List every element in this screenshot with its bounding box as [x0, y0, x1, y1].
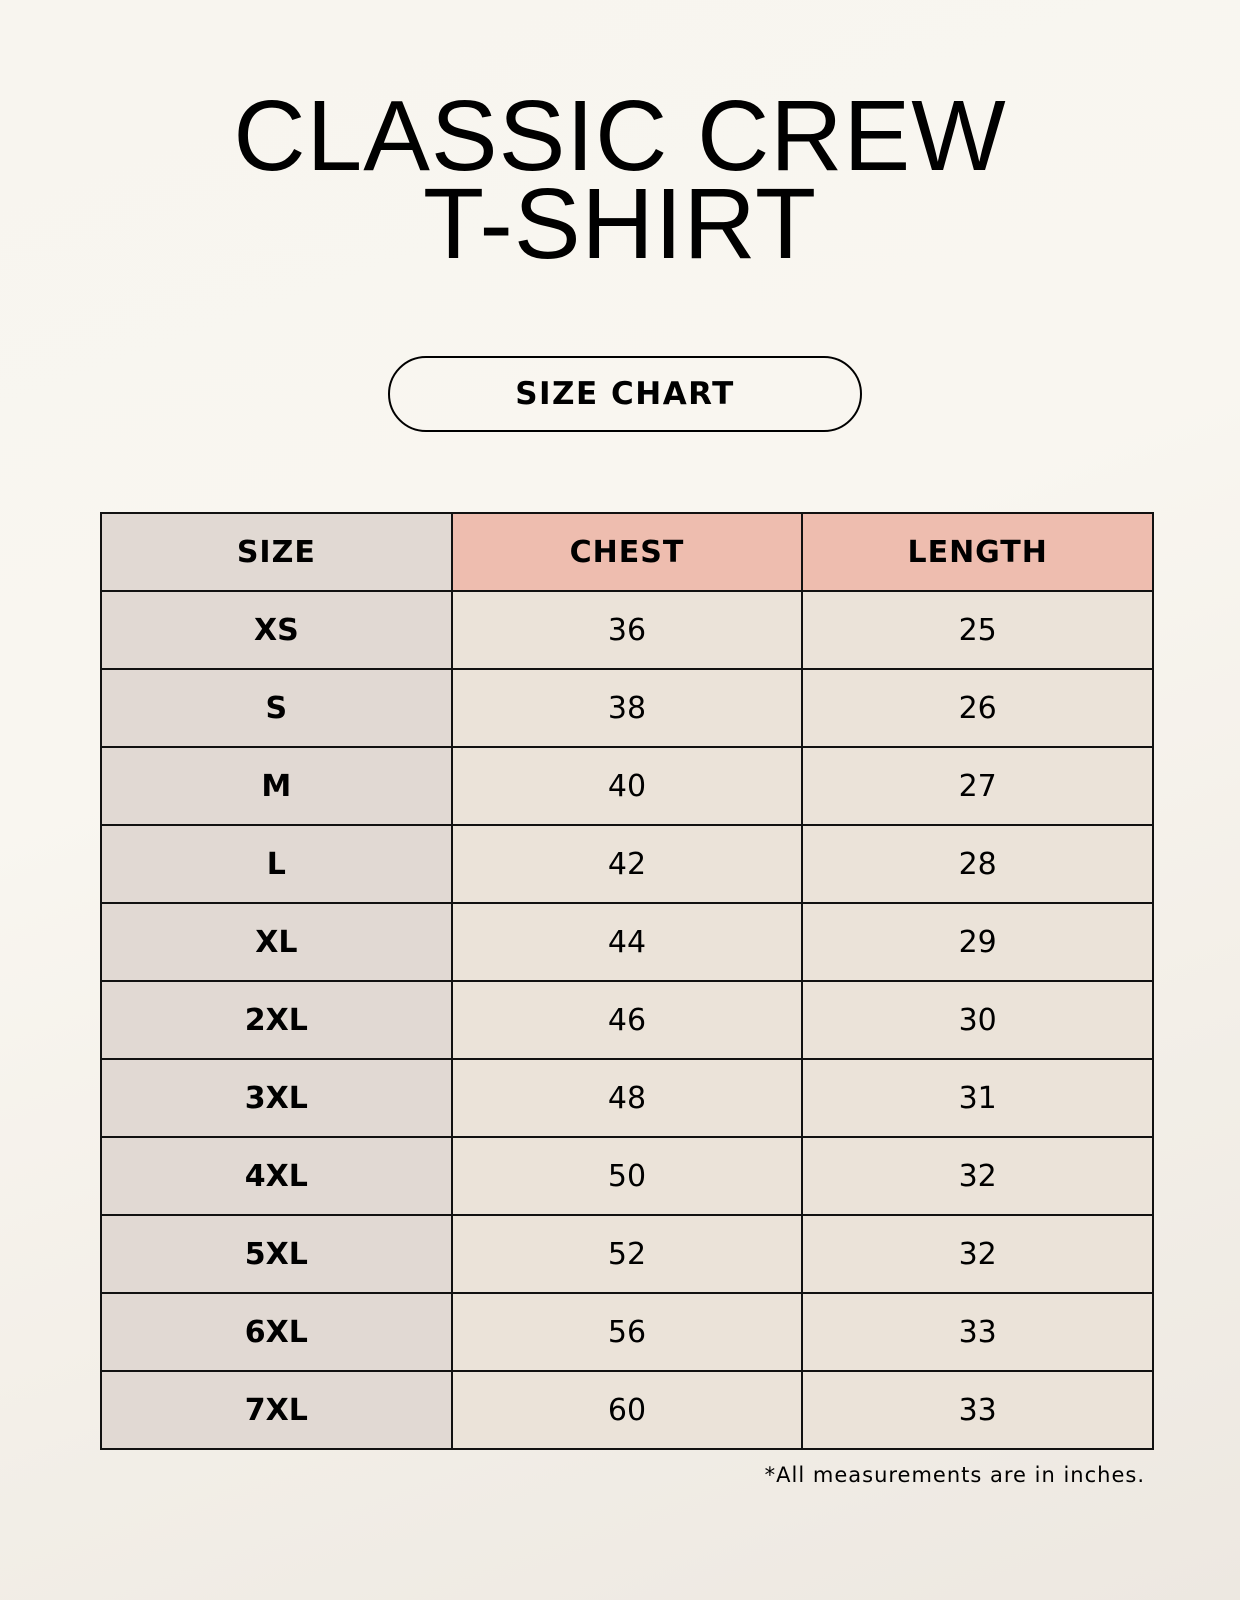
cell-size: M: [100, 746, 453, 826]
cell-length: 32: [801, 1136, 1154, 1216]
cell-size: 7XL: [100, 1370, 453, 1450]
size-chart-badge: SIZE CHART: [388, 356, 862, 432]
table-row: 2XL 46 30: [100, 980, 1154, 1060]
title-line-2: T-SHIRT: [422, 168, 818, 280]
header-length: LENGTH: [801, 512, 1154, 592]
cell-length: 30: [801, 980, 1154, 1060]
cell-length: 33: [801, 1370, 1154, 1450]
table-row: 3XL 48 31: [100, 1058, 1154, 1138]
table-row: 6XL 56 33: [100, 1292, 1154, 1372]
cell-chest: 36: [450, 590, 804, 670]
table-row: S 38 26: [100, 668, 1154, 748]
cell-size: XS: [100, 590, 453, 670]
cell-length: 31: [801, 1058, 1154, 1138]
size-table: SIZE CHEST LENGTH XS 36 25 S 38 26 M 40 27 L 42 28 X…: [100, 512, 1154, 1450]
cell-length: 32: [801, 1214, 1154, 1294]
table-header-row: SIZE CHEST LENGTH: [100, 512, 1154, 592]
cell-chest: 52: [450, 1214, 804, 1294]
cell-chest: 40: [450, 746, 804, 826]
table-row: XS 36 25: [100, 590, 1154, 670]
table-row: 7XL 60 33: [100, 1370, 1154, 1450]
cell-size: 5XL: [100, 1214, 453, 1294]
header-size: SIZE: [100, 512, 453, 592]
header-chest: CHEST: [450, 512, 804, 592]
cell-size: 2XL: [100, 980, 453, 1060]
cell-chest: 44: [450, 902, 804, 982]
cell-length: 29: [801, 902, 1154, 982]
cell-chest: 38: [450, 668, 804, 748]
table-row: L 42 28: [100, 824, 1154, 904]
cell-length: 28: [801, 824, 1154, 904]
cell-length: 33: [801, 1292, 1154, 1372]
cell-size: 6XL: [100, 1292, 453, 1372]
cell-size: XL: [100, 902, 453, 982]
cell-chest: 48: [450, 1058, 804, 1138]
cell-chest: 56: [450, 1292, 804, 1372]
cell-size: L: [100, 824, 453, 904]
footnote: *All measurements are in inches.: [764, 1463, 1145, 1487]
cell-chest: 42: [450, 824, 804, 904]
cell-length: 26: [801, 668, 1154, 748]
page-title: CLASSIC CREW T-SHIRT: [0, 80, 1240, 280]
cell-size: 3XL: [100, 1058, 453, 1138]
table-row: XL 44 29: [100, 902, 1154, 982]
title-line-1: CLASSIC CREW: [233, 80, 1007, 192]
cell-size: 4XL: [100, 1136, 453, 1216]
cell-length: 25: [801, 590, 1154, 670]
cell-size: S: [100, 668, 453, 748]
table-row: M 40 27: [100, 746, 1154, 826]
cell-length: 27: [801, 746, 1154, 826]
table-row: 5XL 52 32: [100, 1214, 1154, 1294]
cell-chest: 50: [450, 1136, 804, 1216]
cell-chest: 60: [450, 1370, 804, 1450]
cell-chest: 46: [450, 980, 804, 1060]
table-row: 4XL 50 32: [100, 1136, 1154, 1216]
